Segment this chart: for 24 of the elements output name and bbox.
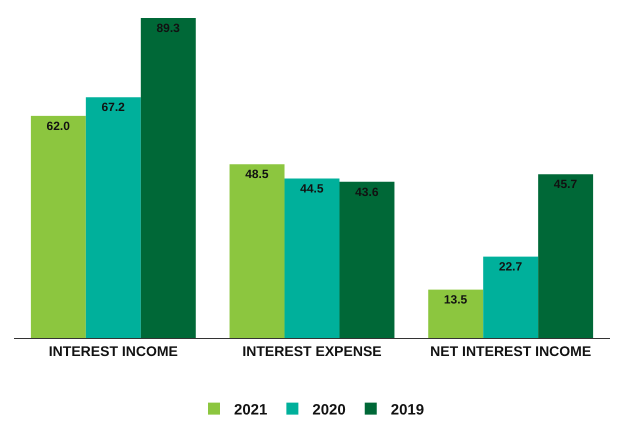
- data-label: 62.0: [46, 118, 70, 133]
- data-label: 22.7: [498, 260, 523, 274]
- bar: [284, 178, 340, 338]
- legend-label: 2021: [234, 402, 268, 418]
- data-label: 67.2: [101, 100, 126, 114]
- bar: [140, 18, 196, 338]
- x-tick-label: NET INTEREST INCOME: [430, 342, 592, 359]
- bar: [86, 97, 141, 338]
- bar: [483, 256, 538, 338]
- data-label: 44.5: [300, 182, 324, 196]
- data-label: 89.3: [156, 21, 180, 35]
- bar: [339, 182, 394, 338]
- data-label: 45.7: [554, 177, 578, 192]
- legend-label: 2020: [312, 402, 346, 418]
- x-tick-label: INTEREST INCOME: [48, 342, 178, 359]
- data-label: 48.5: [245, 167, 269, 182]
- x-tick-label: INTEREST EXPENSE: [242, 342, 382, 359]
- legend-label: 2019: [390, 402, 424, 418]
- data-label: 43.6: [355, 184, 379, 199]
- bar: [428, 290, 484, 338]
- bar: [30, 116, 86, 338]
- data-label: 13.5: [444, 292, 468, 307]
- bar: [538, 174, 594, 338]
- bar: [230, 164, 285, 338]
